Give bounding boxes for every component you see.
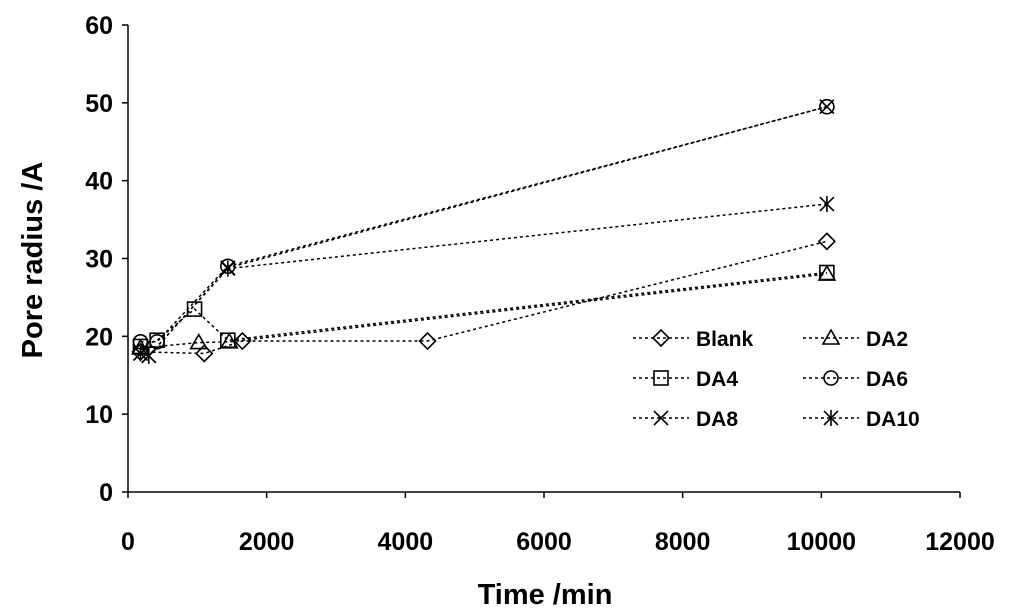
legend-marker-blank <box>651 328 671 348</box>
data-point-blank <box>418 331 437 351</box>
x-axis-title: Time /min <box>478 579 613 611</box>
y-tick-label: 30 <box>85 246 113 274</box>
data-point-blank <box>195 344 214 363</box>
series-line-da10 <box>140 203 827 357</box>
legend-marker-da10 <box>823 410 839 426</box>
x-tick-label: 8000 <box>655 528 711 556</box>
legend-marker-da6 <box>823 370 839 386</box>
legend-label-da2: DA2 <box>866 328 908 351</box>
y-axis-title: Pore radius /A <box>17 162 49 359</box>
legend-item-da2: DA2 <box>803 328 908 351</box>
legend-label-blank: Blank <box>696 328 754 351</box>
legend-item-da6: DA6 <box>803 368 908 391</box>
x-tick-label: 6000 <box>516 528 572 556</box>
data-point-da6 <box>819 98 835 115</box>
data-point-da4 <box>819 264 835 281</box>
x-tick-label: 12000 <box>925 528 995 556</box>
legend-marker-da2 <box>821 328 841 345</box>
y-tick-label: 10 <box>85 401 113 429</box>
data-point-blank <box>817 232 837 251</box>
legend-item-da8: DA8 <box>633 408 738 431</box>
y-tick-label: 0 <box>99 479 113 507</box>
legend: Blank DA2 DA4 DA6 DA8 DA10 <box>633 328 920 431</box>
data-point-da6 <box>149 333 165 350</box>
legend-marker-da4 <box>653 370 669 386</box>
legend-item-da10: DA10 <box>803 408 920 431</box>
series-line-da2 <box>140 273 827 349</box>
y-tick-label: 60 <box>85 12 113 40</box>
legend-item-da4: DA4 <box>633 368 738 391</box>
legend-item-blank: Blank <box>633 328 754 351</box>
legend-label-da6: DA6 <box>866 368 908 391</box>
legend-label-da8: DA8 <box>696 408 738 431</box>
data-point-da10 <box>819 196 835 213</box>
legend-label-da4: DA4 <box>696 368 738 391</box>
series-line-da8 <box>140 106 828 357</box>
y-tick-label: 50 <box>85 90 113 118</box>
series-line-da4 <box>140 271 827 348</box>
data-point-da8 <box>819 99 835 115</box>
series-line-da6 <box>140 106 828 343</box>
data-point-da2 <box>189 332 209 350</box>
x-tick-label: 4000 <box>378 528 434 556</box>
x-tick-label: 2000 <box>239 528 295 556</box>
x-tick-label: 0 <box>121 528 135 556</box>
data-point-da10 <box>141 347 157 364</box>
y-tick-label: 40 <box>85 168 113 196</box>
series-da10 <box>132 196 835 364</box>
legend-label-da10: DA10 <box>866 408 920 431</box>
x-tick-label: 10000 <box>787 528 857 556</box>
plot-area <box>131 98 837 364</box>
axes: 0 10 20 30 40 50 60 0 2000 4000 6000 8000 10000 12000 <box>85 12 995 556</box>
data-point-da10 <box>132 345 149 362</box>
data-point-da10 <box>220 260 236 277</box>
data-point-da4 <box>220 332 236 349</box>
y-tick-label: 20 <box>85 323 113 351</box>
series-da6 <box>132 98 835 350</box>
series-da8 <box>132 99 835 364</box>
legend-marker-da8 <box>653 410 669 426</box>
